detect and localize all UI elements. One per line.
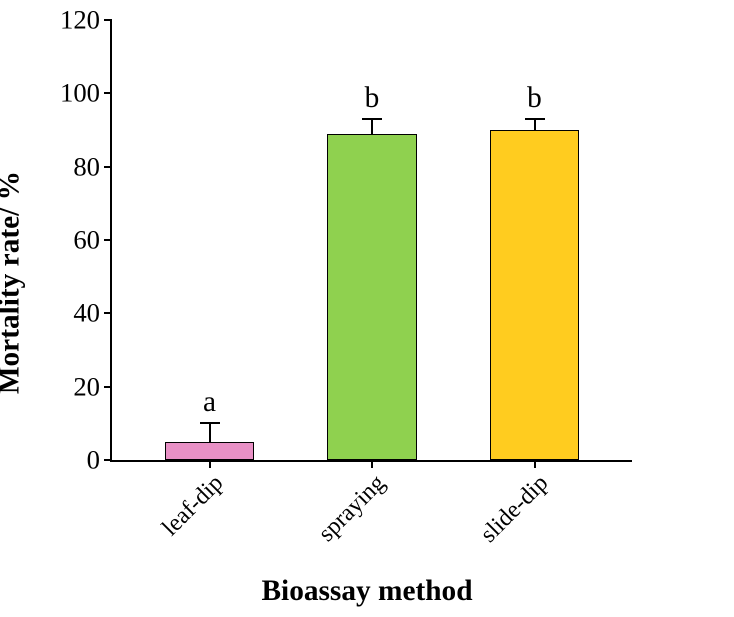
y-tick [104, 92, 112, 94]
error-cap [362, 118, 382, 120]
x-category-label: spraying [314, 470, 392, 548]
x-axis-title: Bioassay method [0, 575, 734, 608]
x-category-label: leaf-dip [157, 470, 229, 542]
y-tick [104, 312, 112, 314]
y-tick-label: 40 [73, 298, 100, 329]
y-tick [104, 166, 112, 168]
y-tick-label: 20 [73, 371, 100, 402]
y-tick-label: 60 [73, 225, 100, 256]
y-tick-label: 120 [60, 5, 100, 36]
x-category-label: slide-dip [475, 470, 553, 548]
y-tick-label: 100 [60, 78, 100, 109]
y-tick [104, 386, 112, 388]
error-bar [371, 119, 373, 134]
x-tick [371, 460, 373, 468]
error-cap [525, 118, 545, 120]
significance-label: b [527, 82, 542, 115]
x-tick [534, 460, 536, 468]
y-axis-title: Mortality rate/ % [0, 171, 27, 394]
y-tick [104, 19, 112, 21]
y-tick-label: 0 [87, 445, 100, 476]
y-tick-label: 80 [73, 151, 100, 182]
bar-chart: Mortality rate/ % Bioassay method 020406… [0, 0, 734, 617]
y-tick [104, 239, 112, 241]
significance-label: b [365, 82, 380, 115]
error-bar [209, 423, 211, 441]
bar [165, 442, 254, 460]
bar [327, 134, 416, 460]
y-tick [104, 459, 112, 461]
significance-label: a [203, 386, 216, 419]
bar [490, 130, 579, 460]
error-bar [534, 119, 536, 130]
x-tick [209, 460, 211, 468]
plot-area: 020406080100120leaf-dipasprayingbslide-d… [110, 20, 632, 462]
error-cap [200, 422, 220, 424]
